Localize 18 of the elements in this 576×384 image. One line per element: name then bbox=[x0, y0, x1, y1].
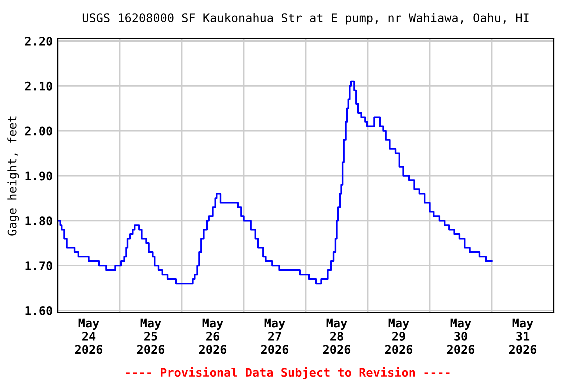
x-tick-label: May 24 2026 bbox=[75, 318, 103, 354]
x-tick-label: May 27 2026 bbox=[261, 318, 289, 354]
y-tick-label: 1.80 bbox=[26, 216, 52, 226]
chart-title: USGS 16208000 SF Kaukonahua Str at E pump, nr Wahiawa, Oahu, HI bbox=[82, 13, 529, 25]
x-tick-label: May 25 2026 bbox=[137, 318, 165, 354]
x-tick-label: May 29 2026 bbox=[385, 318, 413, 354]
y-axis-title: Gage height, feet bbox=[8, 116, 20, 236]
x-tick-label: May 30 2026 bbox=[447, 318, 475, 354]
y-tick-label: 1.90 bbox=[26, 172, 52, 181]
y-tick-label: 1.60 bbox=[26, 306, 52, 316]
text: ---- Provisional Data Subject to Revision ---- bbox=[126, 367, 450, 380]
x-tick-label: May 31 2026 bbox=[509, 318, 537, 354]
x-tick-label: May 26 2026 bbox=[199, 318, 227, 354]
y-tick-label: 2.20 bbox=[25, 36, 52, 46]
y-tick-label: 2.00 bbox=[25, 126, 52, 136]
y-tick-label: 2.10 bbox=[25, 82, 52, 91]
x-tick-label: May 28 2026 bbox=[323, 318, 351, 354]
y-tick-label: 1.70 bbox=[26, 262, 52, 270]
